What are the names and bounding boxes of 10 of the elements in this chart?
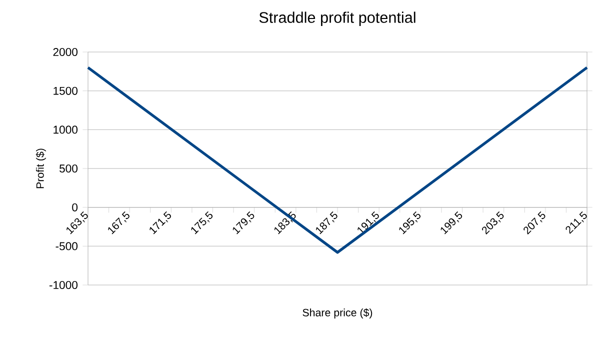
y-tick-label: 1500 xyxy=(54,86,78,95)
y-tick-label: 0 xyxy=(72,203,78,212)
y-tick-label: -1000 xyxy=(49,281,78,290)
y-axis-title: Profit ($) xyxy=(36,148,46,188)
x-axis-title: Share price ($) xyxy=(302,308,372,318)
chart-title: Straddle profit potential xyxy=(259,12,416,26)
y-tick-label: 1000 xyxy=(54,126,78,134)
y-tick-label: 500 xyxy=(60,164,78,173)
y-tick-label: 2000 xyxy=(53,48,78,56)
y-tick-label: -500 xyxy=(56,242,78,250)
